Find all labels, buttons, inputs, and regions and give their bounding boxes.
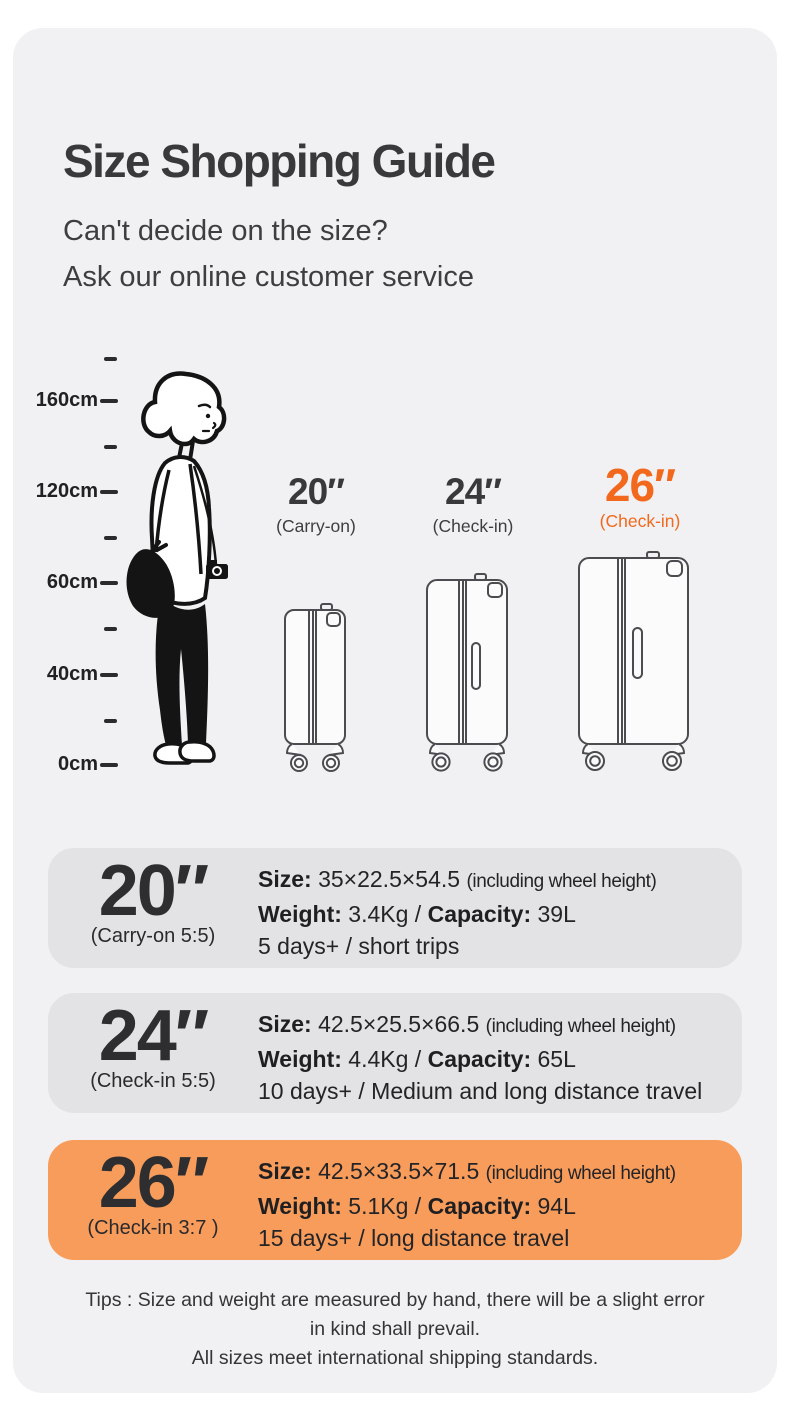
tick-mark — [100, 763, 118, 767]
ruler-tick-label: 40cm — [46, 663, 98, 685]
card-20-size-line: Size: 35×22.5×54.5 (including wheel heig… — [258, 866, 657, 892]
suitcase-20-illustration — [284, 603, 346, 772]
page-subtitle: Can't decide on the size? Ask our online… — [63, 208, 474, 300]
size-option-20-type: (Carry-on) — [276, 516, 356, 536]
ruler-tick-label: 120cm — [35, 480, 98, 502]
card-26-size-column: 26″ (Check-in 3:7 ) — [48, 1140, 258, 1260]
card-24-size: 24″ — [98, 996, 210, 1076]
size-option-24-type: (Check-in) — [432, 516, 514, 536]
ruler-tick-label: 160cm — [35, 389, 98, 411]
card-24-duration-line: 10 days+ / Medium and long distance trav… — [258, 1078, 703, 1104]
card-24-size-column: 24″ (Check-in 5:5) — [48, 993, 258, 1113]
person-hair — [141, 371, 227, 447]
size-option-26-label: 26″ — [604, 459, 676, 511]
card-24-type: (Check-in 5:5) — [90, 1070, 216, 1092]
tips-line-1: Tips : Size and weight are measured by h… — [85, 1289, 705, 1311]
size-card-24: 24″ (Check-in 5:5) Size: 42.5×25.5×66.5 … — [48, 993, 742, 1113]
size-option-26-type: (Check-in) — [599, 511, 681, 531]
card-20-weight-line: Weight: 3.4Kg / Capacity: 39L — [258, 901, 576, 927]
card-20-details: Size: 35×22.5×54.5 (including wheel heig… — [258, 848, 742, 968]
size-option-24-label: 24″ — [445, 471, 502, 512]
suitcase-24-illustration — [426, 573, 508, 772]
card-20-type: (Carry-on 5:5) — [90, 925, 216, 947]
size-option-20: 20″ (Carry-on) — [246, 473, 386, 537]
card-24-details: Size: 42.5×25.5×66.5 (including wheel he… — [258, 993, 742, 1113]
ruler-tick-label: 0cm — [57, 753, 98, 775]
subtitle-line-1: Can't decide on the size? — [63, 215, 388, 247]
page-title: Size Shopping Guide — [63, 135, 496, 187]
card-20-duration-line: 5 days+ / short trips — [258, 933, 460, 959]
card-26-details: Size: 42.5×33.5×71.5 (including wheel he… — [258, 1140, 742, 1260]
tick-mark — [104, 357, 117, 361]
card-24-weight-line: Weight: 4.4Kg / Capacity: 65L — [258, 1046, 576, 1072]
suitcase-26-illustration — [578, 551, 689, 771]
tick-mark — [100, 490, 118, 494]
size-option-26: 26″ (Check-in) — [565, 459, 715, 532]
person-illustration — [126, 371, 228, 765]
tick-mark — [104, 719, 117, 723]
size-option-20-label: 20″ — [288, 471, 345, 512]
tips-line-3: All sizes meet international shipping st… — [191, 1347, 599, 1369]
person-camera — [206, 564, 228, 579]
card-26-weight-line: Weight: 5.1Kg / Capacity: 94L — [258, 1193, 576, 1219]
card-26-duration-line: 15 days+ / long distance travel — [258, 1225, 570, 1251]
size-card-26: 26″ (Check-in 3:7 ) Size: 42.5×33.5×71.5… — [48, 1140, 742, 1260]
card-20-size: 20″ — [98, 851, 210, 931]
card-20-size-column: 20″ (Carry-on 5:5) — [48, 848, 258, 968]
card-26-size-line: Size: 42.5×33.5×71.5 (including wheel he… — [258, 1158, 676, 1184]
size-card-20: 20″ (Carry-on 5:5) Size: 35×22.5×54.5 (i… — [48, 848, 742, 968]
tick-mark — [104, 627, 117, 631]
tick-mark — [100, 673, 118, 677]
person-shoe — [178, 740, 216, 763]
person-pants — [155, 596, 209, 745]
card-26-type: (Check-in 3:7 ) — [87, 1217, 219, 1239]
tick-mark — [104, 536, 117, 540]
size-option-24: 24″ (Check-in) — [403, 473, 543, 537]
ruler-tick-label: 60cm — [46, 571, 98, 593]
card-24-size-line: Size: 42.5×25.5×66.5 (including wheel he… — [258, 1011, 676, 1037]
card-26-size: 26″ — [98, 1143, 210, 1223]
tick-mark — [104, 445, 117, 449]
subtitle-line-2: Ask our online customer service — [63, 261, 474, 293]
tips-note: Tips : Size and weight are measured by h… — [45, 1286, 745, 1373]
tick-mark — [100, 399, 118, 403]
tips-line-2: in kind shall prevail. — [309, 1318, 481, 1340]
tick-mark — [100, 581, 118, 585]
